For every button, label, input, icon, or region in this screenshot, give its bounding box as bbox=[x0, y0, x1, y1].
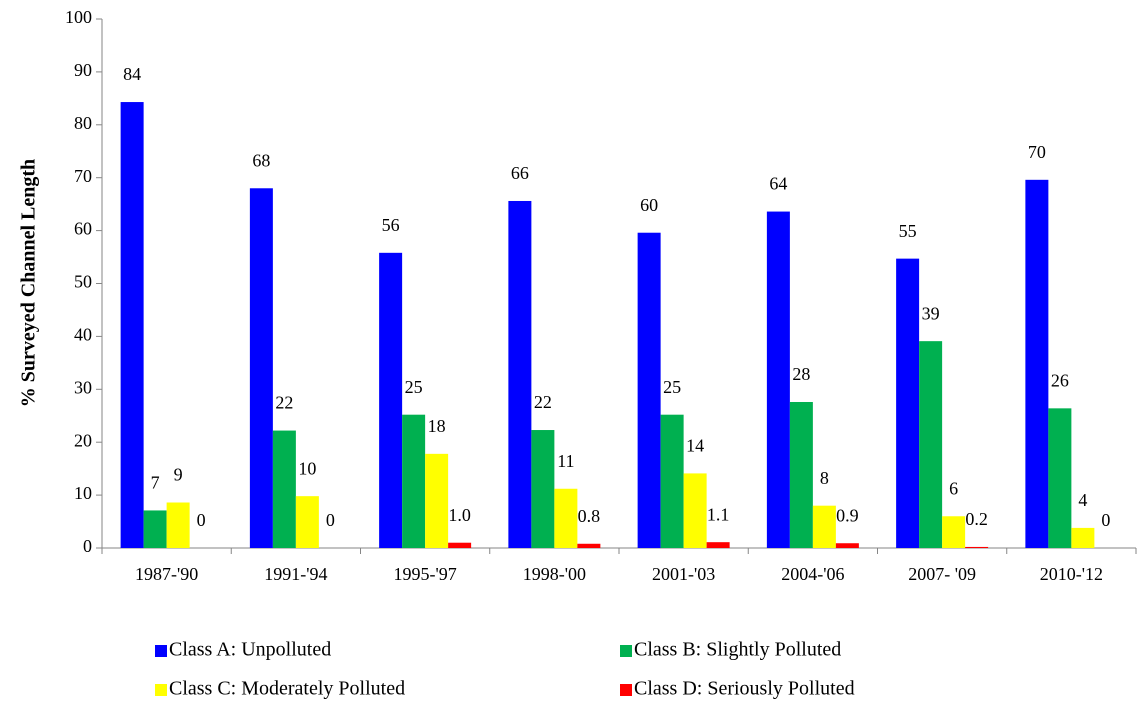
value-label: 56 bbox=[382, 215, 400, 235]
bar bbox=[379, 252, 403, 548]
x-tick-label: 2007- '09 bbox=[908, 564, 976, 584]
value-label: 60 bbox=[640, 195, 658, 215]
bar bbox=[448, 542, 472, 548]
x-tick-label: 1991-'94 bbox=[264, 564, 327, 584]
value-label: 8 bbox=[820, 468, 829, 488]
bar bbox=[554, 488, 578, 548]
legend-label: Class D: Seriously Polluted bbox=[634, 678, 855, 700]
value-label: 11 bbox=[557, 451, 574, 471]
legend-swatch bbox=[620, 645, 632, 657]
value-label: 0.2 bbox=[965, 509, 988, 529]
value-label: 25 bbox=[663, 377, 681, 397]
value-label: 22 bbox=[275, 393, 293, 413]
y-tick-label: 40 bbox=[74, 325, 92, 345]
bar bbox=[1025, 179, 1049, 549]
value-label: 14 bbox=[686, 436, 704, 456]
bar bbox=[835, 543, 859, 548]
bar bbox=[295, 496, 319, 548]
legend-label: Class A: Unpolluted bbox=[169, 639, 331, 661]
value-label: 39 bbox=[922, 303, 940, 323]
value-label: 22 bbox=[534, 392, 552, 412]
value-label: 1.1 bbox=[707, 504, 730, 524]
bar bbox=[789, 401, 813, 548]
legend-swatch bbox=[620, 684, 632, 696]
bar bbox=[766, 211, 790, 548]
y-tick-label: 30 bbox=[74, 377, 92, 397]
legend-swatch bbox=[155, 645, 167, 657]
bar bbox=[812, 505, 836, 548]
bar bbox=[942, 516, 966, 548]
bar bbox=[508, 200, 532, 548]
x-tick-label: 1998-'00 bbox=[523, 564, 586, 584]
value-label: 66 bbox=[511, 163, 529, 183]
y-tick-label: 50 bbox=[74, 272, 92, 292]
x-tick-label: 2001-'03 bbox=[652, 564, 715, 584]
y-tick-label: 20 bbox=[74, 430, 92, 450]
value-label: 26 bbox=[1051, 370, 1069, 390]
value-label: 55 bbox=[899, 221, 917, 241]
bar bbox=[637, 232, 661, 548]
bar bbox=[683, 473, 707, 548]
legend-label: Class C: Moderately Polluted bbox=[169, 678, 405, 700]
bar bbox=[1048, 408, 1072, 548]
value-label: 25 bbox=[405, 377, 423, 397]
bar bbox=[120, 102, 144, 548]
value-label: 0.8 bbox=[578, 506, 601, 526]
bar bbox=[402, 414, 426, 548]
bar bbox=[272, 430, 296, 548]
value-label: 9 bbox=[174, 465, 183, 485]
x-tick-label: 1995-'97 bbox=[394, 564, 457, 584]
value-label: 64 bbox=[769, 174, 787, 194]
y-tick-label: 60 bbox=[74, 219, 92, 239]
value-label: 68 bbox=[252, 150, 270, 170]
bar bbox=[531, 430, 555, 548]
value-label: 70 bbox=[1028, 142, 1046, 162]
value-label: 18 bbox=[428, 416, 446, 436]
value-label: 6 bbox=[949, 478, 958, 498]
bar bbox=[425, 453, 449, 548]
legend-label: Class B: Slightly Polluted bbox=[634, 639, 841, 661]
bar bbox=[577, 543, 601, 548]
bar bbox=[660, 414, 684, 548]
bar bbox=[1071, 527, 1095, 548]
value-label: 7 bbox=[151, 473, 160, 493]
y-tick-label: 100 bbox=[65, 7, 92, 27]
y-axis-label: % Surveyed Channel Length bbox=[18, 159, 40, 407]
bar bbox=[706, 542, 730, 548]
value-label: 0 bbox=[197, 510, 206, 530]
y-tick-label: 80 bbox=[74, 113, 92, 133]
x-tick-label: 2010-'12 bbox=[1040, 564, 1103, 584]
y-tick-label: 10 bbox=[74, 483, 92, 503]
value-label: 1.0 bbox=[448, 505, 471, 525]
value-label: 28 bbox=[792, 364, 810, 384]
x-tick-label: 2004-'06 bbox=[781, 564, 844, 584]
bar bbox=[919, 341, 943, 548]
value-label: 84 bbox=[123, 64, 141, 84]
value-label: 0.9 bbox=[836, 505, 859, 525]
bar bbox=[166, 502, 190, 548]
x-tick-label: 1987-'90 bbox=[135, 564, 198, 584]
value-label: 0 bbox=[326, 510, 335, 530]
bar bbox=[249, 188, 273, 548]
value-label: 10 bbox=[298, 458, 316, 478]
y-tick-label: 90 bbox=[74, 60, 92, 80]
bar bbox=[965, 546, 989, 548]
bar bbox=[143, 510, 167, 548]
value-label: 4 bbox=[1078, 490, 1087, 510]
y-tick-label: 70 bbox=[74, 166, 92, 186]
legend-swatch bbox=[155, 684, 167, 696]
bar bbox=[896, 258, 920, 548]
value-label: 0 bbox=[1101, 510, 1110, 530]
y-tick-label: 0 bbox=[83, 536, 92, 556]
